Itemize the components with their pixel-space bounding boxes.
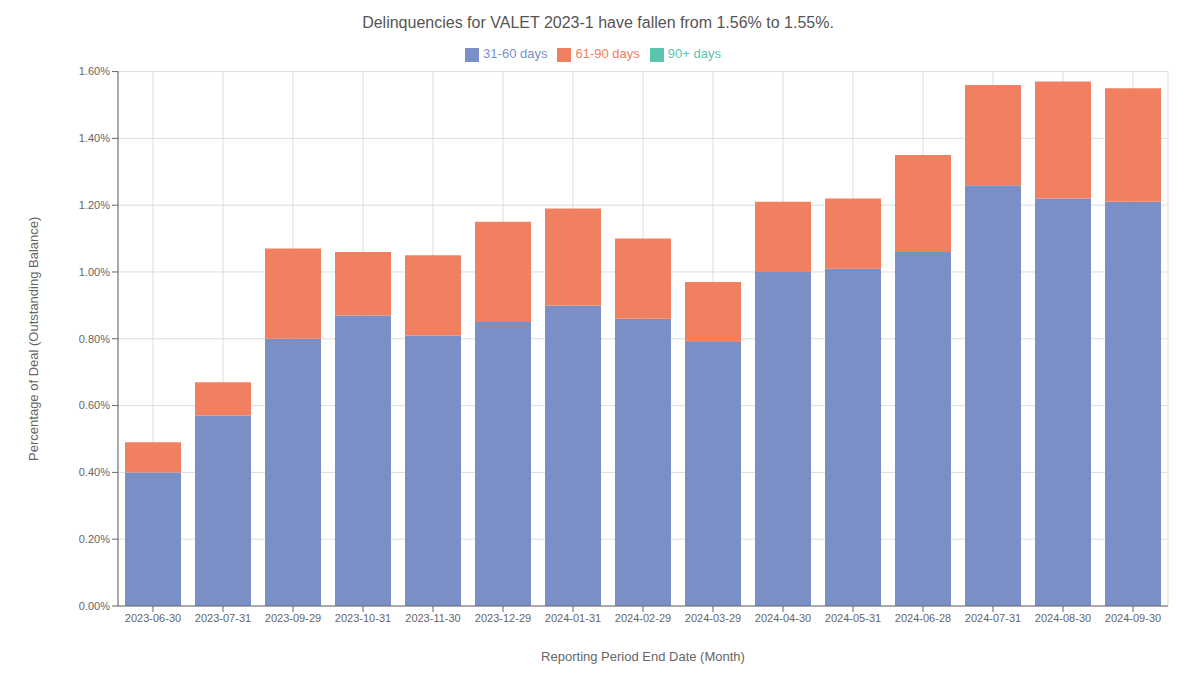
svg-text:2023-10-31: 2023-10-31: [335, 612, 391, 624]
svg-text:2024-03-29: 2024-03-29: [685, 612, 741, 624]
svg-text:2024-05-31: 2024-05-31: [825, 612, 881, 624]
html-text:31-60 days: 31-60 days: [483, 46, 548, 61]
svg-text:Percentage of Deal (Outstandin: Percentage of Deal (Outstanding Balance): [26, 217, 41, 461]
svg-text:0.40%: 0.40%: [79, 466, 110, 478]
svg-text:2023-07-31: 2023-07-31: [195, 612, 251, 624]
svg-text:2023-11-30: 2023-11-30: [405, 612, 460, 624]
svg-text:1.20%: 1.20%: [79, 199, 110, 211]
svg-text:2024-09-30: 2024-09-30: [1105, 612, 1161, 624]
svg-text:2024-08-30: 2024-08-30: [1035, 612, 1091, 624]
svg-text:0.60%: 0.60%: [79, 399, 110, 411]
html-text:Delinquencies for VALET 2023-1: Delinquencies for VALET 2023-1 have fall…: [362, 14, 834, 31]
svg-text:2024-02-29: 2024-02-29: [615, 612, 671, 624]
svg-text:Reporting Period End Date (Mon: Reporting Period End Date (Month): [541, 649, 745, 664]
html-text:61-90 days: 61-90 days: [575, 46, 640, 61]
svg-text:2024-04-30: 2024-04-30: [755, 612, 811, 624]
svg-text:1.40%: 1.40%: [79, 132, 110, 144]
svg-text:0.00%: 0.00%: [79, 600, 110, 612]
svg-text:2023-06-30: 2023-06-30: [125, 612, 181, 624]
svg-text:2023-09-29: 2023-09-29: [265, 612, 321, 624]
svg-text:2024-07-31: 2024-07-31: [965, 612, 1021, 624]
html-text:90+ days: 90+ days: [667, 46, 721, 61]
svg-text:2024-06-28: 2024-06-28: [895, 612, 951, 624]
svg-text:0.80%: 0.80%: [79, 333, 110, 345]
svg-text:1.60%: 1.60%: [79, 65, 110, 77]
svg-text:2024-01-31: 2024-01-31: [545, 612, 601, 624]
svg-text:0.20%: 0.20%: [79, 533, 110, 545]
svg-text:1.00%: 1.00%: [79, 266, 110, 278]
svg-text:2023-12-29: 2023-12-29: [475, 612, 531, 624]
